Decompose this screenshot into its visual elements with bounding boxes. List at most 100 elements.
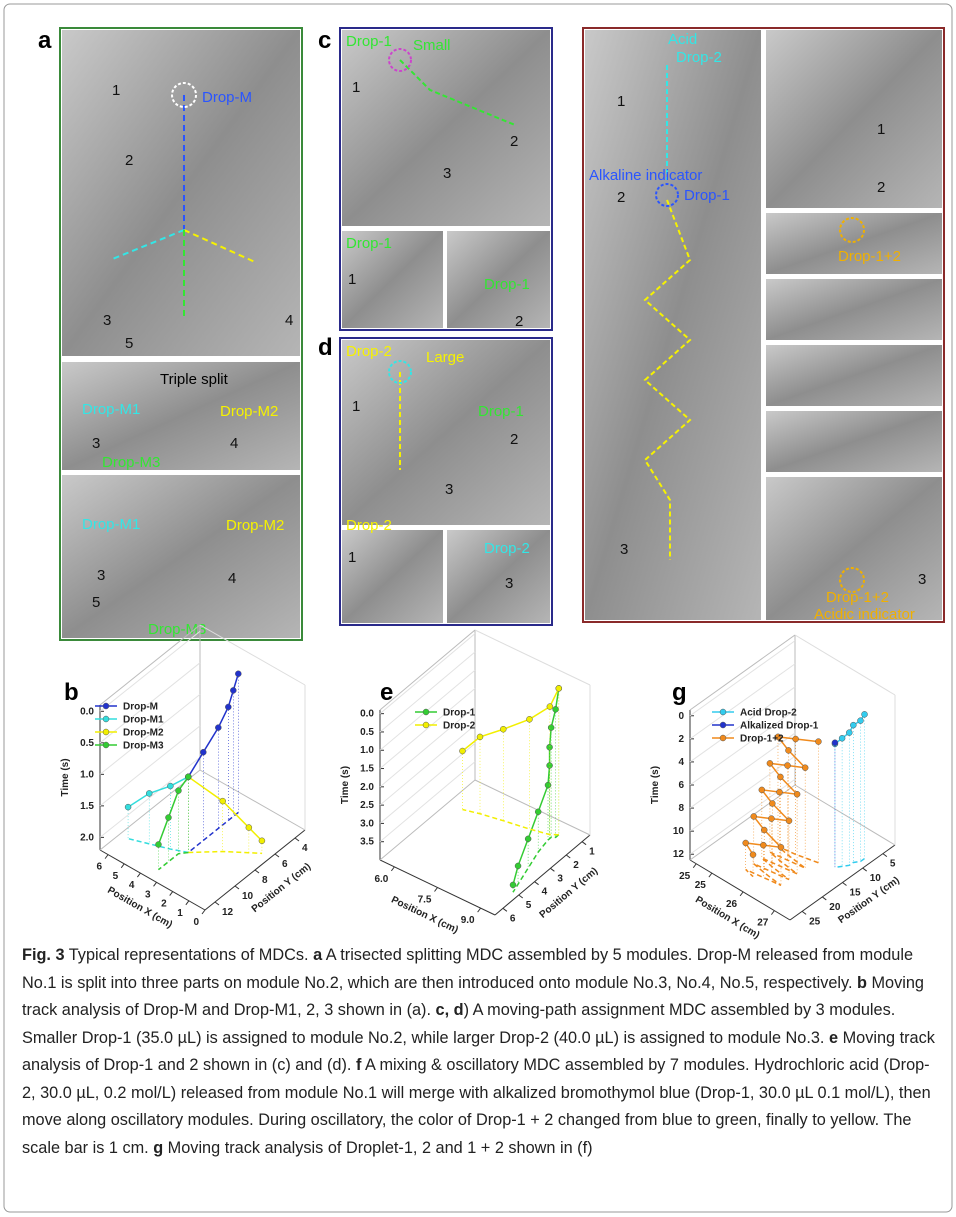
module-label: 3 [620,541,628,558]
floor-projection [188,812,238,852]
data-point [846,730,852,736]
module-label: 5 [92,594,100,611]
photo [766,345,942,406]
x-tick [137,873,140,877]
z-tick-label: 10 [673,826,685,837]
y-tick [582,842,586,845]
data-point [832,740,838,746]
frame-line [475,630,590,685]
photo [342,30,550,226]
y-tick-label: 15 [850,888,862,899]
frame-line [380,780,475,860]
drop-label: Drop-1 [478,403,524,420]
data-point [225,704,231,710]
x-tick [391,867,394,871]
data-point [760,842,766,848]
data-point [750,852,756,858]
floor-projection [158,852,188,869]
z-tick-label: 3.0 [360,818,374,829]
chart: 0.00.51.01.52.065432101210864Time (s)Pos… [60,625,313,931]
data-point [785,747,791,753]
z-axis-label: Time (s) [340,766,351,804]
drop-label: Drop-M3 [148,621,206,638]
module-label: 3 [445,481,453,498]
caption-bold: a [313,946,322,964]
data-point [768,816,774,822]
module-label: 1 [348,549,356,566]
x-tick [154,882,157,886]
legend-label: Drop-M [123,702,158,713]
x-tick-label: 6 [97,862,103,873]
photo [766,279,942,340]
series-line [462,688,558,751]
module-label: 4 [228,570,236,587]
data-point [857,718,863,724]
x-tick [121,864,124,868]
x-tick [435,888,438,892]
series-line [188,777,262,841]
panel-letter: g [672,679,687,706]
data-point [769,800,775,806]
y-tick [295,838,299,841]
module-label: 3 [97,567,105,584]
axis-line [495,835,590,915]
data-point [786,818,792,824]
x-tick [202,910,205,914]
x-tick-label: 6.0 [374,874,388,885]
module-label: 5 [125,335,133,352]
panel-f: Acid Drop-2 1 Alkaline indicator Drop-1 … [583,28,944,623]
size-label: Large [426,349,464,366]
module-label: 3 [505,575,513,592]
z-tick-label: 12 [673,849,685,860]
module-label: 2 [617,189,625,206]
legend-marker [423,722,429,728]
panel-letter: e [380,679,393,706]
drop-label: Drop-M3 [102,454,160,471]
data-point [477,734,483,740]
data-point [547,762,553,768]
data-point [850,722,856,728]
y-tick [215,902,219,905]
module-label: 3 [103,312,111,329]
x-tick [740,892,743,896]
x-tick [709,873,712,877]
photo [342,530,443,623]
z-tick-label: 2.5 [360,800,374,811]
grid-line [690,641,795,716]
module-label: 2 [510,133,518,150]
data-point [246,825,252,831]
data-point [535,809,541,815]
y-tick-label: 1 [589,847,595,858]
data-point [235,671,241,677]
module-label: 2 [877,179,885,196]
grid-line [100,757,200,837]
charts: 0.00.51.01.52.065432101210864Time (s)Pos… [60,625,902,941]
data-point [515,863,521,869]
x-tick-label: 9.0 [461,915,475,926]
z-tick-label: 0.5 [360,727,374,738]
caption-text: Typical representations of MDCs. [65,946,314,964]
caption-bold: d [454,1001,464,1019]
data-point [777,774,783,780]
y-tick-label: 8 [262,875,268,886]
y-tick-label: 25 [809,916,821,927]
drop-label: Drop-2 [484,540,530,557]
page: a b c d e f g 1 Drop-M 2 3 4 5 Triple sp… [0,0,956,1217]
y-tick [883,854,887,857]
x-tick-label: 25 [695,880,707,891]
z-tick-label: 0.0 [360,709,374,720]
legend-marker [720,722,726,728]
y-tick [802,911,806,914]
module-label: 1 [352,79,360,96]
data-point [751,813,757,819]
y-tick-label: 6 [282,859,288,870]
y-tick [255,870,259,873]
legend-marker [423,709,429,715]
data-point [220,798,226,804]
module-label: 1 [617,93,625,110]
photo [766,30,942,208]
x-tick [105,855,108,859]
data-point [259,838,265,844]
chart: 02468101225252627252015105Time (s)Positi… [650,635,902,941]
module-label: 4 [285,312,293,329]
